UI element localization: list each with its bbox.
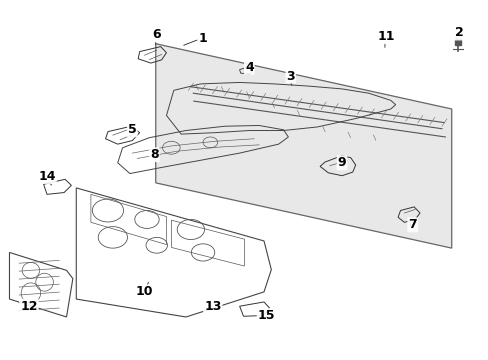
Text: 4: 4 — [244, 60, 253, 73]
Text: 6: 6 — [152, 28, 161, 41]
Text: 8: 8 — [150, 148, 158, 161]
Text: 9: 9 — [337, 156, 346, 169]
Text: 12: 12 — [20, 300, 38, 313]
Text: 3: 3 — [286, 69, 295, 82]
Text: 14: 14 — [38, 170, 56, 183]
Text: 1: 1 — [198, 32, 207, 45]
Text: 7: 7 — [407, 218, 416, 231]
Polygon shape — [156, 44, 451, 248]
Text: 11: 11 — [376, 30, 394, 43]
Text: 15: 15 — [257, 309, 275, 322]
Text: 13: 13 — [203, 300, 221, 313]
Text: 2: 2 — [454, 27, 463, 40]
Text: 10: 10 — [136, 285, 153, 298]
Text: 5: 5 — [128, 123, 137, 136]
